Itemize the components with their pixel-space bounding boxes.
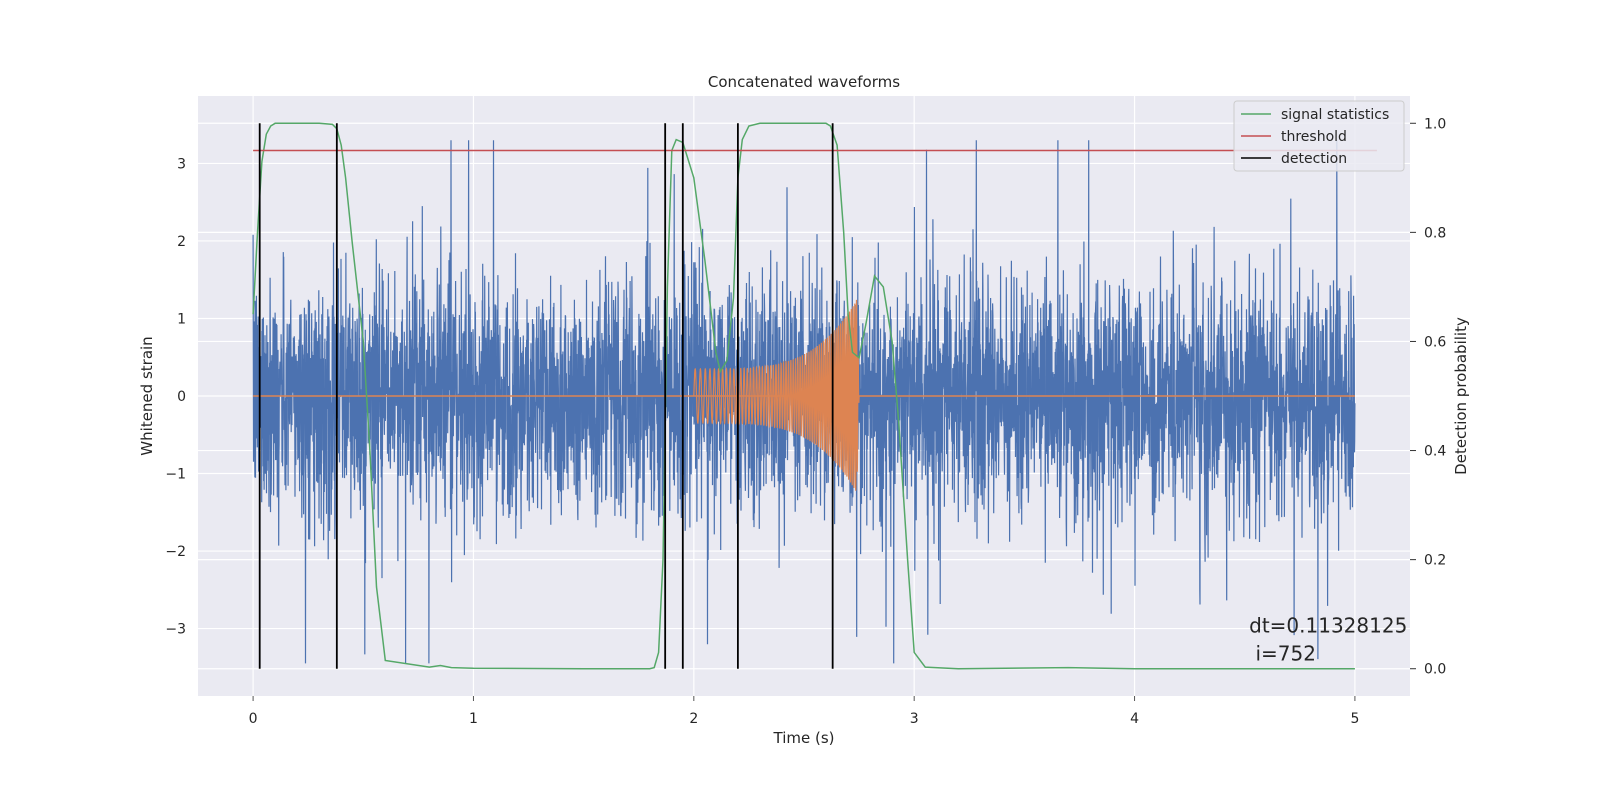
legend: signal statistics threshold detection: [1233, 100, 1405, 172]
x-tick-label: 3: [910, 711, 919, 727]
data-layer: [252, 122, 1377, 670]
y-axis-ticks: −3 −2 −1 0 1 2 3: [165, 156, 186, 637]
y2-tick-label: 0.4: [1424, 444, 1446, 460]
x-tick-label: 2: [689, 711, 698, 727]
y-tick-label: 2: [177, 234, 186, 250]
legend-label-signal-statistics: signal statistics: [1281, 107, 1389, 123]
y2-tick-label: 0.6: [1424, 334, 1446, 350]
x-tick-label: 4: [1130, 711, 1139, 727]
x-axis-label: Time (s): [773, 729, 835, 747]
y2-axis-label: Detection probability: [1452, 317, 1470, 475]
y-tick-label: −2: [165, 544, 186, 560]
injected-waveform-series: [693, 299, 860, 491]
legend-label-detection: detection: [1281, 151, 1347, 167]
y-axis-label: Whitened strain: [138, 336, 156, 455]
y2-axis-ticks: 0.0 0.2 0.4 0.6 0.8 1.0: [1410, 116, 1446, 678]
legend-box: [1233, 100, 1405, 172]
y-tick-label: 0: [177, 389, 186, 405]
y-tick-label: 1: [177, 311, 186, 327]
y2-tick-label: 0.0: [1424, 662, 1446, 678]
y2-tick-label: 1.0: [1424, 116, 1446, 132]
annotation-dt: dt=0.11328125: [1249, 613, 1407, 637]
y2-tick-label: 0.8: [1424, 225, 1446, 241]
x-tick-label: 0: [249, 711, 258, 727]
x-axis-ticks: 0 1 2 3 4 5: [249, 696, 1359, 727]
detection-lines: [258, 123, 834, 669]
x-tick-label: 1: [469, 711, 478, 727]
y-tick-label: 3: [177, 156, 186, 172]
annotation-index: i=752: [1249, 641, 1316, 665]
legend-label-threshold: threshold: [1281, 129, 1347, 145]
x-tick-label: 5: [1350, 711, 1359, 727]
chart-title: Concatenated waveforms: [708, 73, 900, 91]
y-tick-label: −1: [165, 467, 186, 483]
y2-tick-label: 0.2: [1424, 553, 1446, 569]
y-tick-label: −3: [165, 622, 186, 638]
